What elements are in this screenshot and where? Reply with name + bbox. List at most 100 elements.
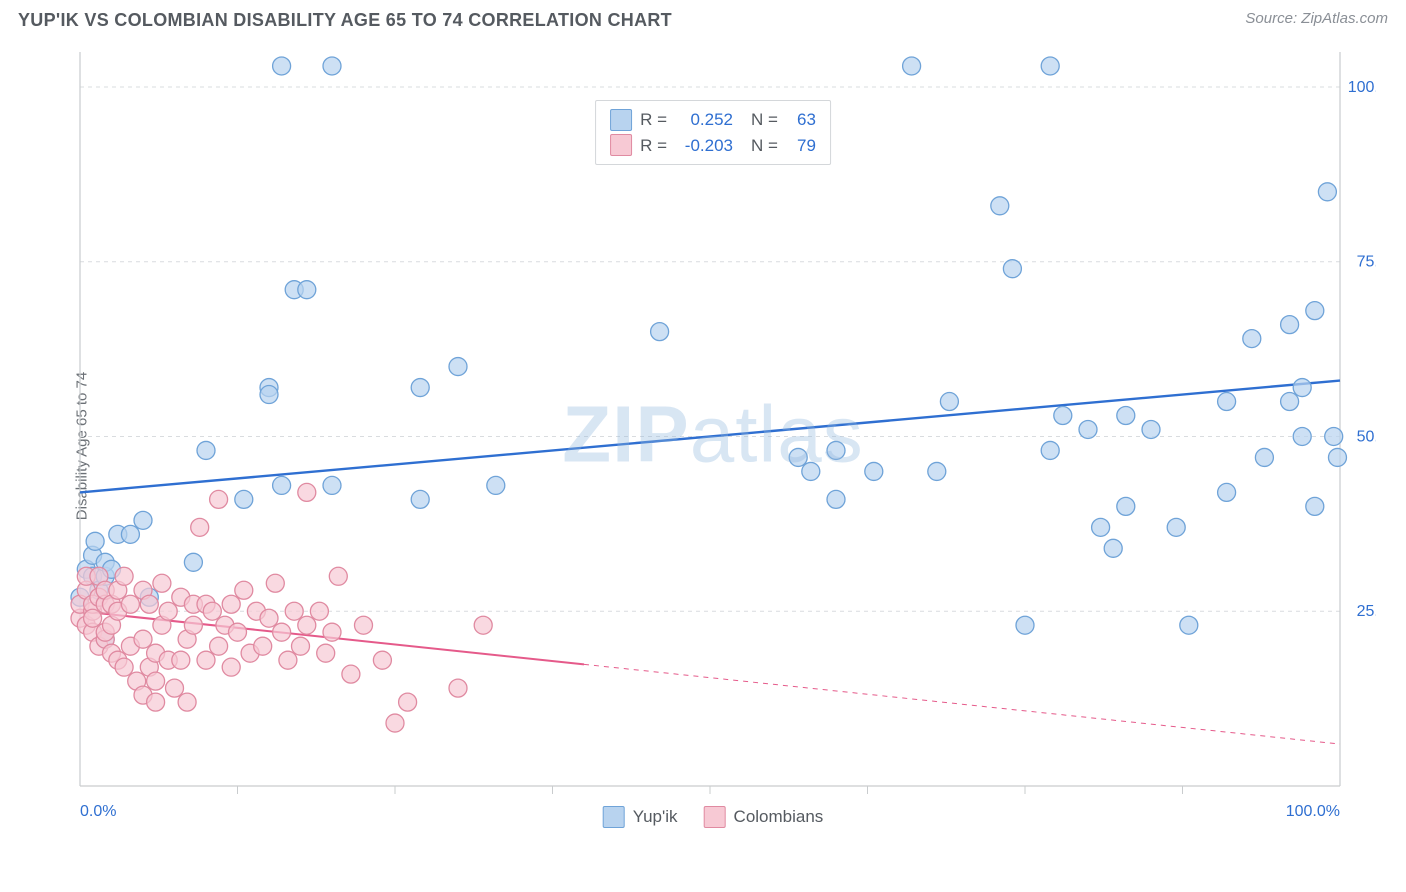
- data-point: [323, 623, 341, 641]
- data-point: [203, 602, 221, 620]
- data-point: [191, 518, 209, 536]
- data-point: [1041, 441, 1059, 459]
- data-point: [802, 462, 820, 480]
- data-point: [172, 651, 190, 669]
- data-point: [1293, 379, 1311, 397]
- data-point: [197, 441, 215, 459]
- legend-swatch: [603, 806, 625, 828]
- data-point: [115, 567, 133, 585]
- data-point: [1041, 57, 1059, 75]
- data-point: [210, 637, 228, 655]
- data-point: [159, 602, 177, 620]
- data-point: [903, 57, 921, 75]
- data-point: [317, 644, 335, 662]
- stats-legend: R =0.252N =63R =-0.203N =79: [595, 100, 831, 165]
- header: YUP'IK VS COLOMBIAN DISABILITY AGE 65 TO…: [0, 0, 1406, 35]
- data-point: [121, 525, 139, 543]
- data-point: [1167, 518, 1185, 536]
- data-point: [1306, 497, 1324, 515]
- source-label: Source:: [1245, 10, 1297, 27]
- data-point: [411, 490, 429, 508]
- series-legend-item: Yup'ik: [603, 806, 678, 828]
- y-tick-label: 100.0%: [1348, 79, 1376, 96]
- data-point: [355, 616, 373, 634]
- data-point: [386, 714, 404, 732]
- data-point: [121, 595, 139, 613]
- data-point: [329, 567, 347, 585]
- chart-container: YUP'IK VS COLOMBIAN DISABILITY AGE 65 TO…: [0, 0, 1406, 892]
- data-point: [166, 679, 184, 697]
- data-point: [1079, 420, 1097, 438]
- data-point: [1306, 302, 1324, 320]
- data-point: [153, 574, 171, 592]
- n-label: N =: [751, 107, 778, 133]
- data-point: [323, 476, 341, 494]
- data-point: [210, 490, 228, 508]
- data-point: [86, 532, 104, 550]
- data-point: [84, 609, 102, 627]
- data-point: [1318, 183, 1336, 201]
- data-point: [827, 441, 845, 459]
- data-point: [197, 651, 215, 669]
- data-point: [184, 616, 202, 634]
- data-point: [449, 679, 467, 697]
- n-label: N =: [751, 133, 778, 159]
- data-point: [1218, 483, 1236, 501]
- y-tick-label: 25.0%: [1357, 603, 1376, 620]
- data-point: [260, 386, 278, 404]
- stats-legend-row: R = 0.252 N = 63: [610, 107, 816, 133]
- data-point: [342, 665, 360, 683]
- data-point: [222, 658, 240, 676]
- n-value: 79: [786, 133, 816, 159]
- data-point: [1180, 616, 1198, 634]
- legend-label: Yup'ik: [633, 807, 678, 827]
- data-point: [399, 693, 417, 711]
- data-point: [1104, 539, 1122, 557]
- y-tick-label: 75.0%: [1357, 254, 1376, 271]
- n-value: 63: [786, 107, 816, 133]
- data-point: [1016, 616, 1034, 634]
- data-point: [229, 623, 247, 641]
- data-point: [487, 476, 505, 494]
- data-point: [1243, 330, 1261, 348]
- data-point: [1117, 497, 1135, 515]
- trend-line-extrapolated: [584, 664, 1340, 744]
- data-point: [1281, 393, 1299, 411]
- data-point: [1218, 393, 1236, 411]
- data-point: [273, 476, 291, 494]
- data-point: [373, 651, 391, 669]
- data-point: [235, 490, 253, 508]
- legend-swatch: [610, 134, 632, 156]
- data-point: [310, 602, 328, 620]
- data-point: [1003, 260, 1021, 278]
- r-value: 0.252: [675, 107, 733, 133]
- data-point: [865, 462, 883, 480]
- x-tick-label: 100.0%: [1286, 803, 1340, 820]
- data-point: [178, 693, 196, 711]
- legend-swatch: [610, 109, 632, 131]
- source-name: ZipAtlas.com: [1301, 10, 1388, 27]
- data-point: [1255, 448, 1273, 466]
- data-point: [827, 490, 845, 508]
- data-point: [1293, 427, 1311, 445]
- stats-legend-row: R =-0.203N =79: [610, 133, 816, 159]
- data-point: [140, 595, 158, 613]
- data-point: [1142, 420, 1160, 438]
- data-point: [285, 602, 303, 620]
- r-label: R =: [640, 107, 667, 133]
- data-point: [298, 483, 316, 501]
- data-point: [235, 581, 253, 599]
- data-point: [449, 358, 467, 376]
- data-point: [651, 323, 669, 341]
- data-point: [789, 448, 807, 466]
- data-point: [184, 553, 202, 571]
- series-legend-item: Colombians: [704, 806, 824, 828]
- data-point: [134, 630, 152, 648]
- data-point: [298, 281, 316, 299]
- x-tick-label: 0.0%: [80, 803, 116, 820]
- y-tick-label: 50.0%: [1357, 428, 1376, 445]
- data-point: [115, 658, 133, 676]
- data-point: [254, 637, 272, 655]
- data-point: [279, 651, 297, 669]
- source-citation: Source: ZipAtlas.com: [1245, 10, 1388, 27]
